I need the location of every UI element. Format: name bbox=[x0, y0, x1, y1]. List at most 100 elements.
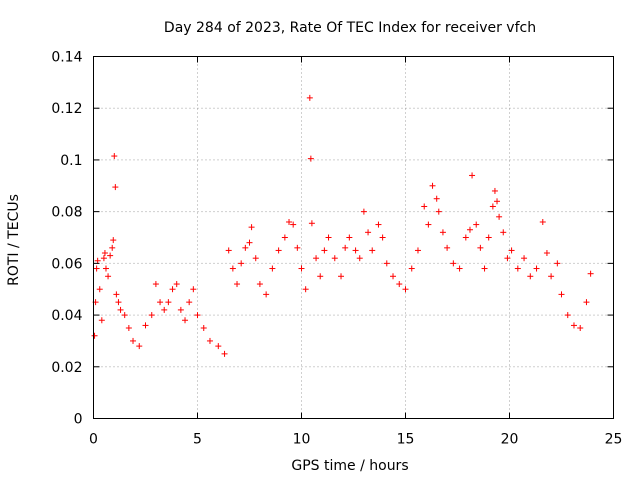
data-point bbox=[425, 221, 432, 228]
data-point bbox=[298, 265, 305, 272]
data-point bbox=[94, 257, 101, 264]
data-point bbox=[100, 255, 107, 262]
data-point bbox=[234, 281, 241, 288]
data-point bbox=[369, 247, 376, 254]
data-point bbox=[450, 260, 457, 267]
data-point bbox=[281, 234, 288, 241]
axes: 0 0.02 0.04 0.06 0.08 0.1 0.12 0.14 0 5 10 15 20 25 bbox=[51, 50, 622, 448]
data-point bbox=[577, 325, 584, 331]
data-point bbox=[307, 155, 314, 162]
data-point bbox=[481, 265, 488, 272]
data-point bbox=[221, 350, 228, 357]
data-point bbox=[101, 250, 108, 257]
data-point bbox=[246, 239, 253, 246]
data-point bbox=[496, 213, 503, 220]
data-point bbox=[206, 337, 213, 344]
data-point bbox=[383, 260, 390, 267]
data-point bbox=[325, 234, 332, 241]
data-point bbox=[360, 208, 367, 215]
data-point bbox=[148, 312, 155, 319]
data-point bbox=[117, 306, 124, 313]
data-point bbox=[93, 265, 100, 272]
data-point bbox=[539, 218, 546, 225]
y-tick-label: 0.1 bbox=[60, 153, 82, 169]
y-tick-label: 0.08 bbox=[51, 205, 82, 221]
data-point bbox=[466, 226, 473, 233]
data-point bbox=[225, 247, 232, 254]
data-point bbox=[564, 312, 571, 319]
data-point bbox=[130, 337, 137, 344]
data-point bbox=[107, 252, 114, 259]
data-point bbox=[429, 182, 436, 189]
data-point bbox=[421, 203, 428, 210]
data-point bbox=[570, 322, 577, 329]
y-tick-label: 0.04 bbox=[51, 308, 82, 324]
x-tick-label: 5 bbox=[193, 432, 202, 448]
data-point bbox=[242, 244, 249, 251]
data-point bbox=[182, 317, 189, 324]
data-point bbox=[477, 244, 484, 251]
data-point bbox=[190, 286, 197, 293]
data-point bbox=[110, 237, 117, 244]
data-point bbox=[533, 265, 540, 272]
data-point bbox=[215, 343, 222, 350]
data-point bbox=[112, 184, 119, 191]
x-tick-label: 15 bbox=[397, 432, 415, 448]
x-tick-label: 10 bbox=[293, 432, 311, 448]
data-point bbox=[504, 255, 511, 262]
data-point bbox=[105, 273, 112, 280]
data-point bbox=[256, 281, 263, 288]
data-point bbox=[200, 325, 207, 331]
y-tick-label: 0.14 bbox=[51, 50, 82, 66]
data-point bbox=[248, 224, 255, 231]
data-point bbox=[98, 317, 105, 324]
data-point bbox=[514, 265, 521, 272]
data-point bbox=[444, 244, 451, 251]
data-point bbox=[177, 306, 184, 313]
data-point bbox=[379, 234, 386, 241]
data-point bbox=[152, 281, 159, 288]
data-point bbox=[508, 247, 515, 254]
data-point bbox=[462, 234, 469, 241]
data-point bbox=[321, 247, 328, 254]
data-point bbox=[543, 250, 550, 257]
chart-title: Day 284 of 2023, Rate Of TEC Index for r… bbox=[164, 20, 536, 36]
data-point bbox=[102, 265, 109, 272]
data-point bbox=[115, 299, 122, 306]
data-point bbox=[252, 255, 259, 262]
data-point bbox=[338, 273, 345, 280]
data-point bbox=[169, 286, 176, 293]
data-point bbox=[165, 299, 172, 306]
data-point bbox=[583, 299, 590, 306]
data-point bbox=[365, 229, 372, 236]
data-point bbox=[548, 273, 555, 280]
data-point bbox=[346, 234, 353, 241]
y-tick-label: 0.12 bbox=[51, 101, 82, 117]
data-point bbox=[500, 229, 507, 236]
data-point bbox=[157, 299, 164, 306]
data-point bbox=[109, 244, 116, 251]
data-point bbox=[113, 291, 120, 298]
data-point bbox=[356, 255, 363, 262]
x-tick-label: 25 bbox=[605, 432, 623, 448]
data-point bbox=[439, 229, 446, 236]
data-point bbox=[286, 218, 293, 225]
y-tick-label: 0.06 bbox=[51, 256, 82, 272]
data-point bbox=[554, 260, 561, 267]
data-point bbox=[352, 247, 359, 254]
data-marks bbox=[91, 94, 594, 357]
data-point bbox=[469, 172, 476, 179]
y-tick-label: 0 bbox=[74, 412, 83, 428]
x-tick-label: 0 bbox=[89, 432, 98, 448]
data-point bbox=[294, 244, 301, 251]
data-point bbox=[473, 221, 480, 228]
data-point bbox=[269, 265, 276, 272]
data-point bbox=[186, 299, 193, 306]
data-point bbox=[527, 273, 534, 280]
data-point bbox=[229, 265, 236, 272]
data-point bbox=[558, 291, 565, 298]
data-point bbox=[521, 255, 528, 262]
data-point bbox=[414, 247, 421, 254]
data-point bbox=[435, 208, 442, 215]
data-point bbox=[302, 286, 309, 293]
